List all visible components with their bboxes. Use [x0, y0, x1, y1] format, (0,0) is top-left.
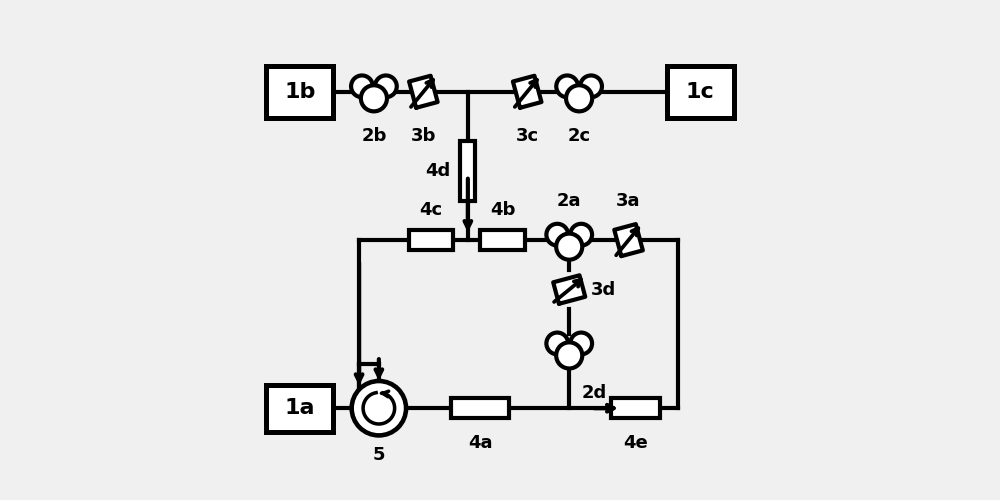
Circle shape — [375, 76, 397, 97]
Circle shape — [352, 381, 406, 436]
Text: 5: 5 — [373, 446, 385, 464]
Circle shape — [556, 342, 582, 368]
Text: 4a: 4a — [468, 434, 492, 452]
Text: 3b: 3b — [411, 128, 436, 146]
Bar — [460, 141, 475, 201]
Bar — [409, 230, 453, 250]
Bar — [480, 230, 525, 250]
Polygon shape — [409, 76, 438, 108]
Text: 3d: 3d — [591, 280, 616, 298]
Circle shape — [361, 86, 387, 112]
Text: 3a: 3a — [616, 192, 641, 210]
Circle shape — [546, 332, 568, 354]
Bar — [266, 66, 333, 118]
Text: 4b: 4b — [490, 202, 515, 220]
Circle shape — [580, 76, 602, 97]
Text: 4c: 4c — [419, 202, 442, 220]
Text: 2d: 2d — [581, 384, 607, 402]
Circle shape — [546, 224, 568, 246]
Circle shape — [351, 76, 373, 97]
Text: 1c: 1c — [686, 82, 715, 102]
Polygon shape — [614, 224, 643, 256]
Text: 1a: 1a — [285, 398, 315, 418]
Bar — [451, 398, 509, 418]
Bar — [667, 66, 734, 118]
Circle shape — [570, 224, 592, 246]
Bar — [611, 398, 660, 418]
Text: 2a: 2a — [557, 192, 581, 210]
Bar — [266, 384, 333, 432]
Circle shape — [556, 76, 578, 97]
Circle shape — [556, 234, 582, 260]
Text: 4e: 4e — [624, 434, 648, 452]
Text: 2b: 2b — [361, 128, 387, 146]
Circle shape — [566, 86, 592, 112]
Text: 2c: 2c — [568, 128, 591, 146]
Polygon shape — [513, 76, 541, 108]
Text: 4d: 4d — [426, 162, 451, 180]
Polygon shape — [553, 276, 585, 304]
Circle shape — [570, 332, 592, 354]
Text: 3c: 3c — [516, 128, 539, 146]
Text: 1b: 1b — [284, 82, 315, 102]
